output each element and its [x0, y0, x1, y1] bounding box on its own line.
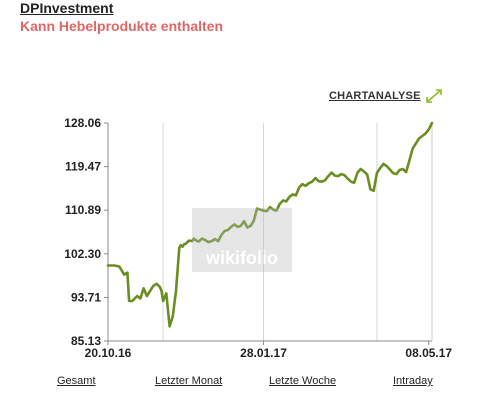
tab-letzte-woche[interactable]: Letzte Woche: [269, 375, 337, 387]
leverage-notice: Kann Hebelprodukte enthalten: [20, 18, 224, 34]
chartanalyse-link[interactable]: CHARTANALYSE: [329, 90, 421, 102]
x-tick-label: 08.05.17: [405, 346, 452, 360]
watermark-text: wikifolio: [206, 248, 278, 268]
wikifolio-logo-icon: [192, 208, 292, 272]
y-tick-label: 102.30: [64, 247, 101, 261]
y-tick-label: 110.89: [65, 203, 101, 217]
page-title[interactable]: DPInvestment: [20, 0, 114, 16]
tab-gesamt[interactable]: Gesamt: [57, 375, 96, 387]
x-tick-label: 20.10.16: [85, 346, 132, 360]
watermark: wikifolio: [192, 208, 292, 272]
y-tick-label: 85.13: [71, 334, 101, 348]
tab-letzter-monat[interactable]: Letzter Monat: [155, 375, 223, 387]
y-tick-label: 119.47: [65, 160, 101, 174]
y-tick-label: 128.06: [64, 116, 101, 130]
x-tick-label: 28.01.17: [240, 346, 287, 360]
series-line-0: [106, 121, 434, 328]
tab-intraday[interactable]: Intraday: [393, 375, 433, 387]
y-tick-label: 93.71: [71, 290, 101, 304]
expand-icon[interactable]: [425, 88, 443, 104]
